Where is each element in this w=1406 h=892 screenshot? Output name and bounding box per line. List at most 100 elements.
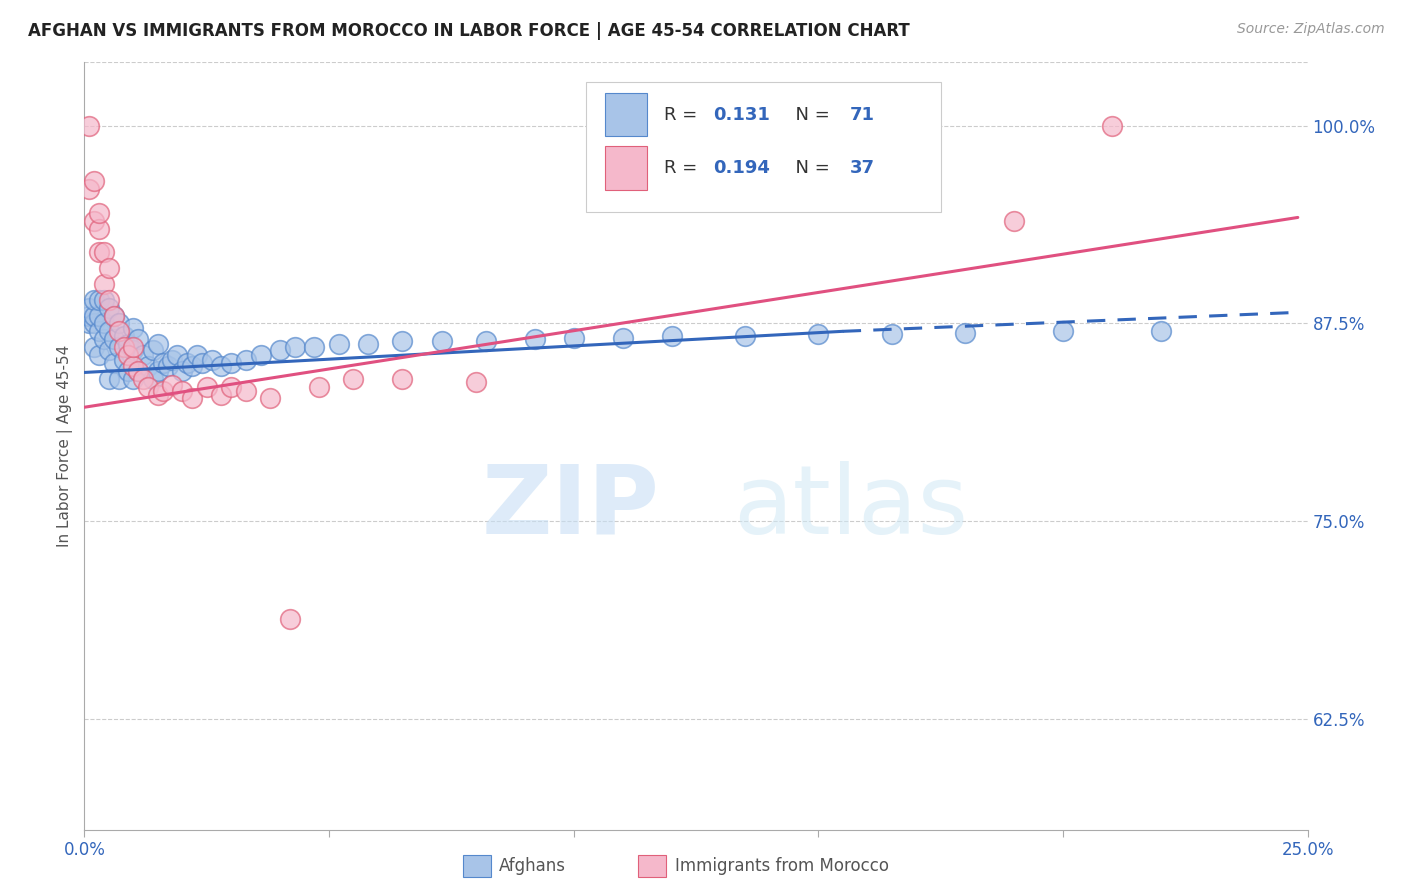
Point (77, 309, 100, 323)
Point (146, 364, 169, 378)
Point (122, 321, 145, 335)
Point (103, 332, 125, 346)
Point (219, 356, 242, 370)
Text: Immigrants from Morocco: Immigrants from Morocco (675, 857, 889, 875)
Point (209, 359, 232, 373)
FancyBboxPatch shape (638, 855, 666, 877)
Point (200, 352, 222, 367)
Point (87, 245, 110, 260)
Point (734, 329, 756, 343)
Point (112, 329, 135, 343)
Point (209, 387, 232, 401)
Point (122, 372, 145, 386)
Point (87, 309, 110, 323)
Point (1150, 324, 1173, 338)
FancyBboxPatch shape (606, 146, 647, 190)
Point (146, 387, 169, 401)
Point (87, 205, 110, 219)
Point (342, 372, 364, 386)
Point (107, 317, 129, 331)
Point (269, 343, 291, 358)
Text: R =: R = (664, 160, 703, 178)
Text: N =: N = (785, 160, 835, 178)
Point (127, 332, 149, 346)
Point (1101, 119, 1123, 133)
Point (235, 352, 257, 367)
Point (1002, 213, 1025, 227)
Text: 0.131: 0.131 (713, 105, 770, 124)
Point (97, 372, 120, 386)
Point (107, 324, 129, 338)
Point (191, 356, 214, 370)
Text: Source: ZipAtlas.com: Source: ZipAtlas.com (1237, 22, 1385, 37)
Point (93, 245, 115, 260)
Point (953, 326, 976, 340)
Point (172, 364, 194, 378)
Point (146, 337, 169, 351)
Point (176, 356, 198, 370)
Point (142, 343, 165, 358)
Point (103, 309, 125, 323)
Point (97, 343, 120, 358)
Point (132, 372, 155, 386)
Point (132, 348, 155, 362)
FancyBboxPatch shape (463, 855, 491, 877)
Point (562, 331, 585, 345)
Point (880, 327, 903, 342)
Point (235, 384, 257, 399)
Point (93, 293, 115, 307)
Point (136, 380, 159, 394)
Point (152, 384, 174, 399)
Point (162, 378, 184, 392)
Point (93, 317, 115, 331)
Point (391, 334, 413, 348)
Point (93, 277, 115, 291)
Point (87, 348, 110, 362)
Point (117, 364, 139, 378)
Point (162, 352, 184, 367)
Point (87, 324, 110, 338)
Point (156, 359, 179, 373)
Point (219, 380, 242, 394)
Point (83, 293, 105, 307)
Point (83, 213, 105, 227)
Point (523, 332, 546, 346)
Point (83, 340, 105, 354)
Point (122, 359, 145, 373)
Point (172, 384, 194, 399)
Point (474, 334, 496, 348)
Point (83, 174, 105, 188)
Point (1052, 324, 1074, 338)
FancyBboxPatch shape (586, 81, 941, 212)
Point (430, 334, 453, 348)
Point (112, 352, 135, 367)
Point (181, 359, 204, 373)
Point (391, 372, 413, 386)
Point (186, 348, 208, 362)
Point (284, 340, 307, 354)
Point (142, 372, 165, 386)
Text: atlas: atlas (733, 461, 967, 554)
Point (97, 293, 120, 307)
Point (103, 309, 125, 323)
Point (807, 327, 830, 342)
Point (97, 301, 120, 315)
Text: N =: N = (785, 105, 835, 124)
Point (77, 301, 100, 315)
Point (464, 375, 486, 389)
Text: ZIP: ZIP (481, 461, 659, 554)
Point (107, 372, 129, 386)
Text: 71: 71 (851, 105, 875, 124)
Point (83, 309, 105, 323)
Point (77, 317, 100, 331)
Point (107, 340, 129, 354)
Point (328, 337, 350, 351)
Point (357, 337, 380, 351)
Point (122, 340, 145, 354)
Point (304, 340, 326, 354)
Point (308, 380, 330, 394)
Text: 37: 37 (851, 160, 875, 178)
Point (661, 329, 683, 343)
Point (259, 391, 281, 405)
Point (77, 119, 100, 133)
